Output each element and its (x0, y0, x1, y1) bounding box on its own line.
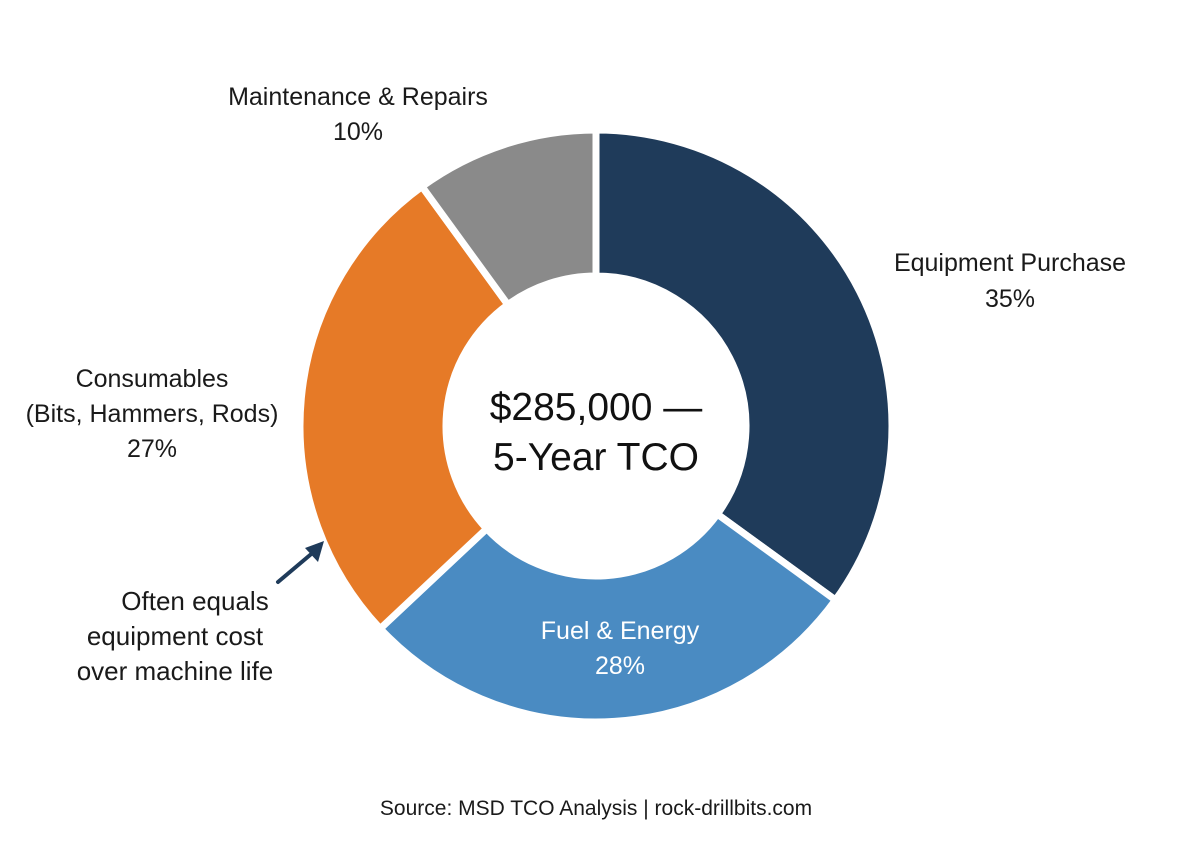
annotation-line-3: over machine life (77, 656, 274, 686)
slice-sublabel-consumables: (Bits, Hammers, Rods) (26, 400, 279, 428)
slice-value-consumables: 27% (127, 435, 177, 463)
annotation-line-2: equipment cost (87, 621, 264, 651)
center-subtitle-label: 5-Year TCO (493, 436, 699, 479)
donut-hole (446, 276, 746, 576)
annotation-arrow (276, 541, 324, 584)
slice-label-fuel-energy: Fuel & Energy (541, 617, 700, 645)
slice-value-fuel-energy: 28% (595, 652, 645, 680)
annotation-line-1: Often equals (121, 586, 268, 616)
source-note: Source: MSD TCO Analysis | rock-drillbit… (380, 797, 812, 820)
slice-label-equipment-purchase: Equipment Purchase (894, 249, 1126, 277)
slice-label-consumables: Consumables (76, 365, 229, 393)
donut-slices (296, 126, 896, 726)
slice-value-maintenance-repairs: 10% (333, 118, 383, 146)
slice-label-maintenance-repairs: Maintenance & Repairs (228, 83, 488, 111)
slice-value-equipment-purchase: 35% (985, 285, 1035, 313)
center-total-label: $285,000 — (490, 386, 703, 429)
